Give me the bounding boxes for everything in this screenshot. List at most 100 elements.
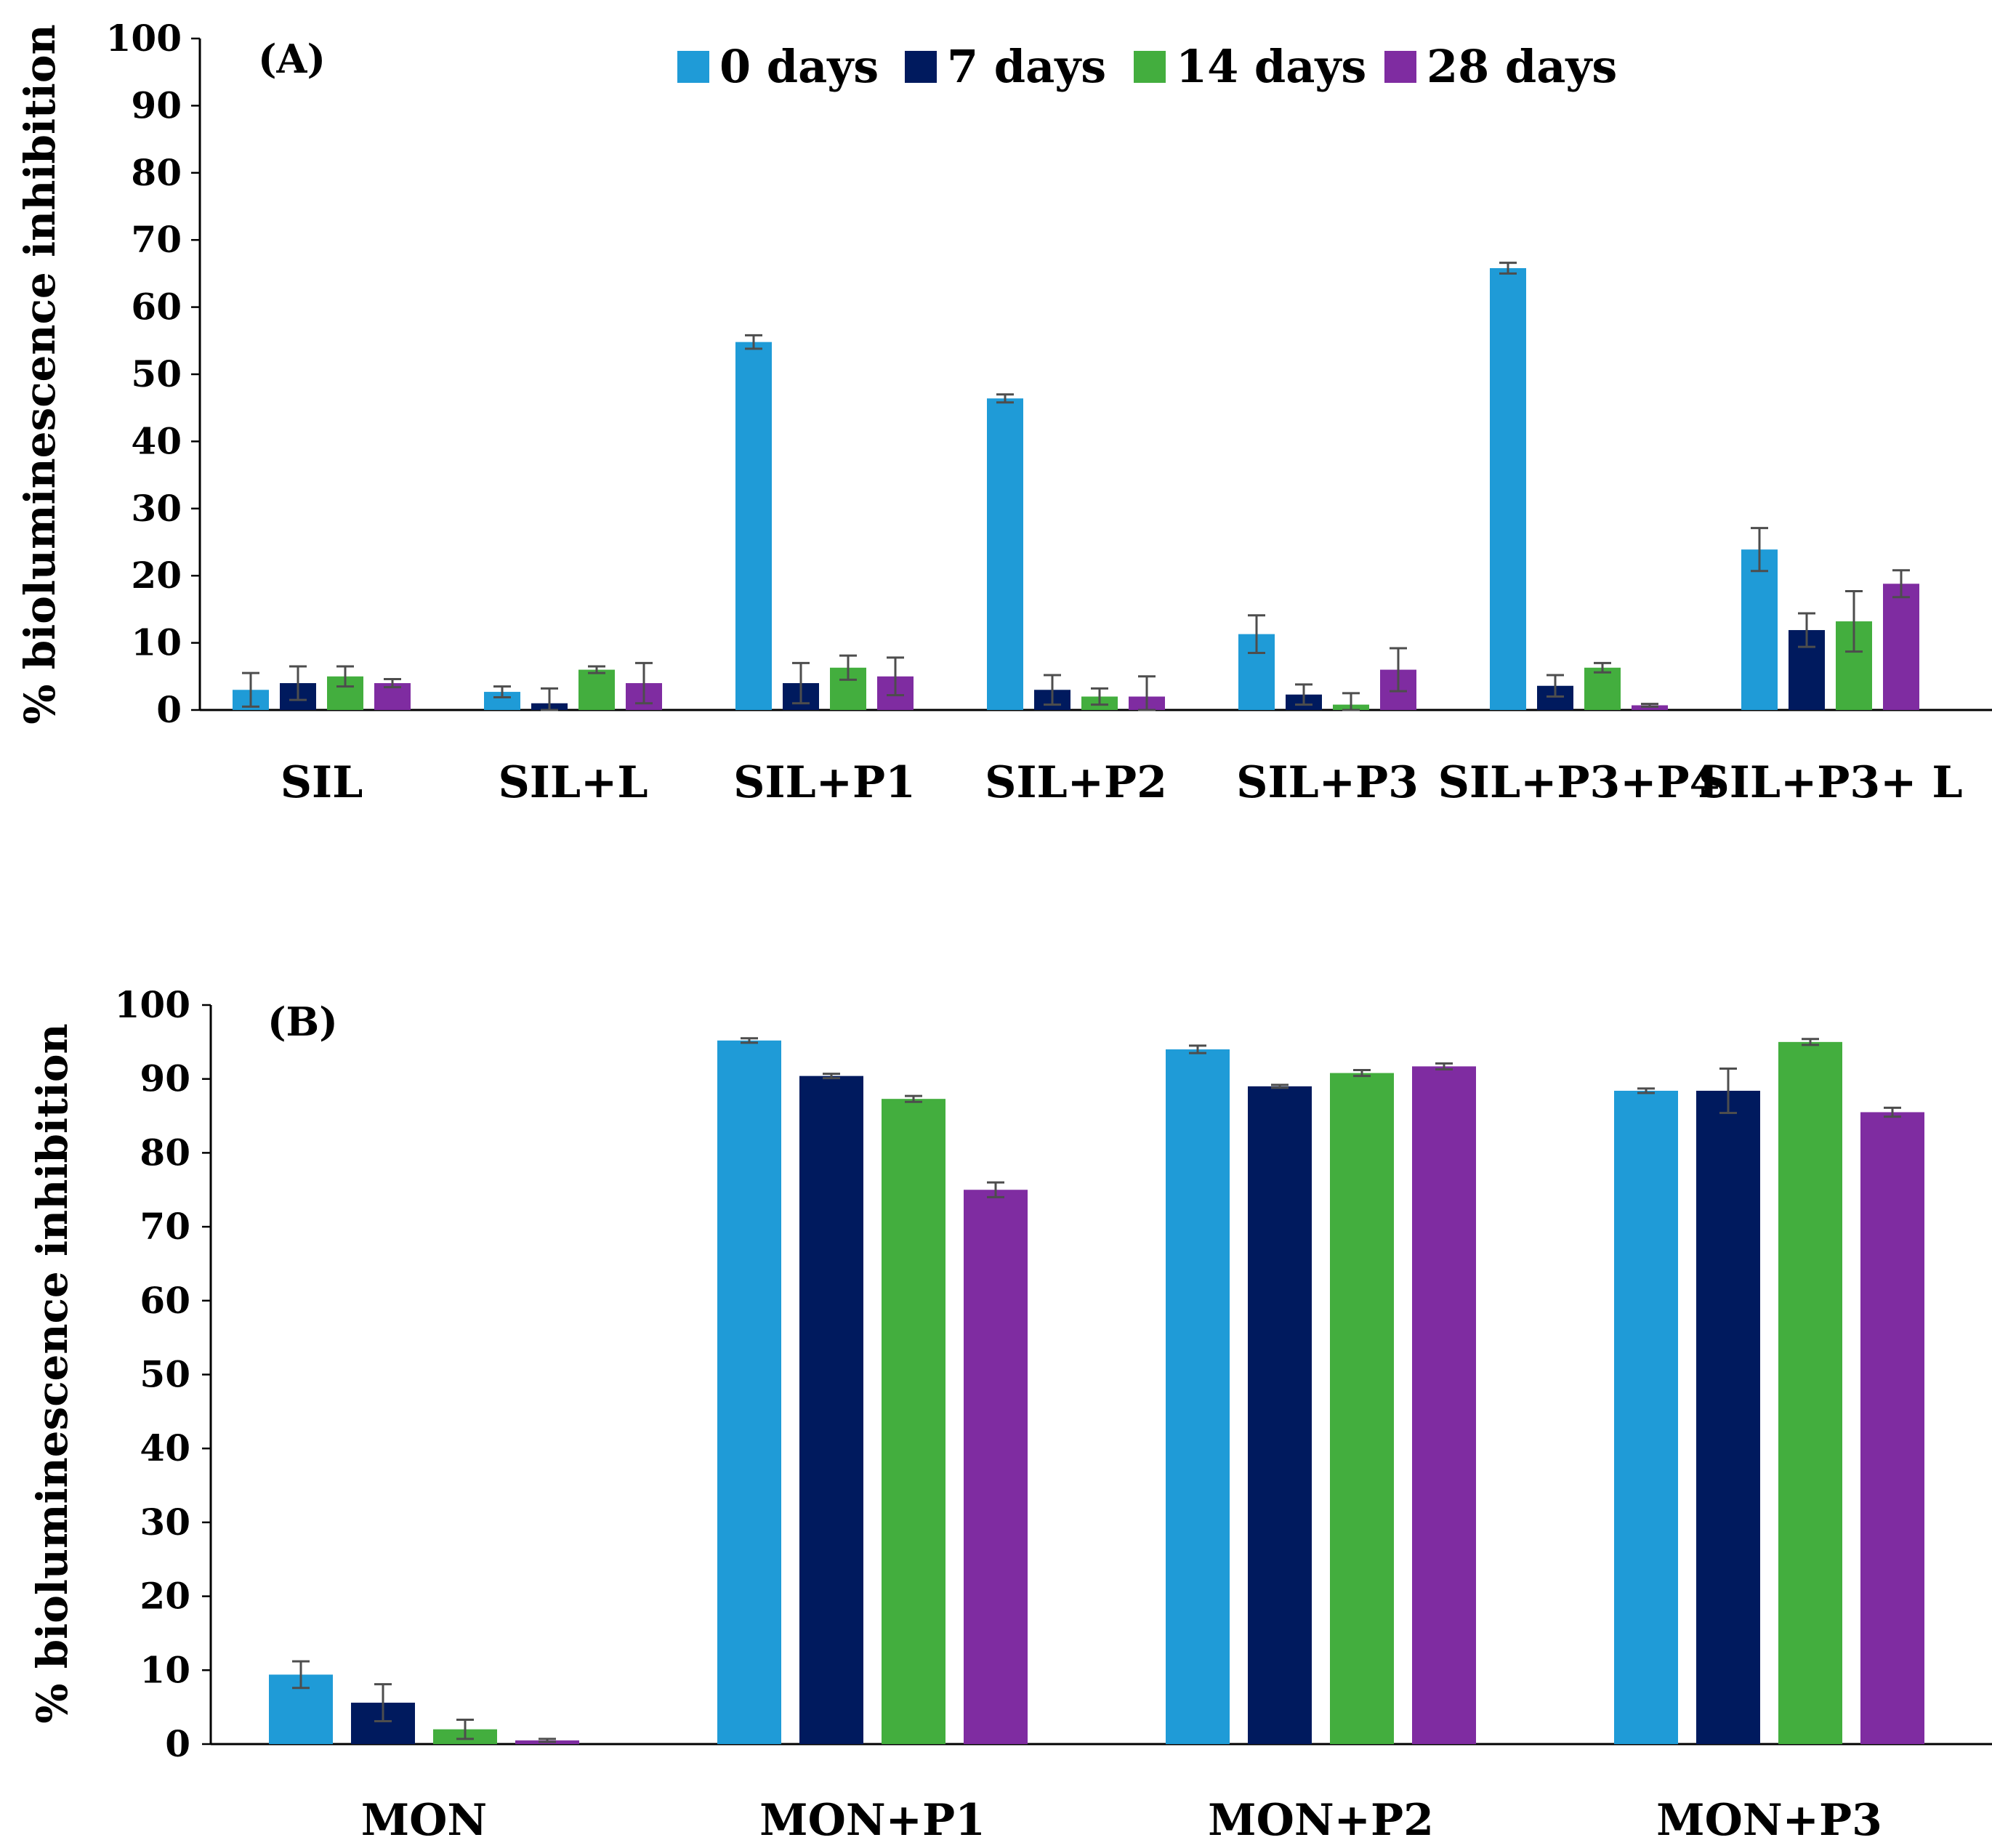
bar-b-mon-p3-7-days (1696, 1090, 1760, 1744)
legend-label-28-days: 28 days (1427, 40, 1617, 93)
y-tick-label-90: 90 (140, 1057, 190, 1100)
y-tick-label-70: 70 (131, 218, 182, 261)
error-bar-a-sil-l-28-days (635, 661, 653, 705)
y-tick-label-20: 20 (140, 1575, 190, 1618)
bar-b-mon-p1-7-days (799, 1076, 863, 1744)
category-label-sil-p1: SIL+P1 (733, 757, 916, 808)
bar-b-mon-p3-14-days (1778, 1041, 1842, 1744)
error-bar-b-mon-p3-28-days (1884, 1106, 1901, 1118)
error-bar-a-sil-p3-l-0-days (1751, 527, 1768, 573)
bar-b-mon-p2-28-days (1412, 1066, 1476, 1744)
category-label-mon-p3: MON+P3 (1656, 1795, 1882, 1846)
error-bar-b-mon-p1-28-days (987, 1181, 1004, 1198)
chart-panel-a: 0 10 20 30 40 50 60 70 80 90 100 % bioluminescence … (15, 17, 1992, 808)
error-bar-b-mon-p2-14-days (1353, 1068, 1371, 1078)
bar-b-mon-p2-14-days (1330, 1073, 1394, 1744)
y-axis-label: % bioluminescence inhibition (15, 24, 65, 724)
error-bar-b-mon-p1-14-days (905, 1094, 922, 1103)
error-bar-a-sil-p1-7-days (792, 661, 810, 705)
error-bar-a-sil-p3-28-days (1390, 647, 1407, 693)
chart-panel-b: 0 10 20 30 40 50 60 70 80 90 100 % bioluminescence … (28, 983, 1992, 1846)
y-tick-label-10: 10 (140, 1648, 190, 1691)
panel-title: (A) (258, 36, 326, 82)
legend-label-0-days: 0 days (719, 40, 879, 93)
panel-title: (B) (267, 998, 338, 1045)
y-tick-label-90: 90 (131, 84, 182, 126)
legend-swatch-0-days (677, 51, 709, 83)
bar-b-mon-p1-14-days (882, 1099, 945, 1744)
category-label-sil-p2: SIL+P2 (985, 757, 1167, 808)
bar-b-mon-p3-0-days (1614, 1090, 1678, 1744)
error-bar-b-mon-p1-7-days (823, 1073, 840, 1080)
bar-b-mon-p1-28-days (964, 1190, 1028, 1744)
y-tick-label-30: 30 (140, 1501, 190, 1544)
error-bar-a-sil-p1-14-days (839, 654, 857, 681)
y-tick-label-10: 10 (131, 621, 182, 664)
y-tick-label-20: 20 (131, 554, 182, 597)
category-label-sil-p3: SIL+P3 (1236, 757, 1419, 808)
y-tick-label-70: 70 (140, 1205, 190, 1248)
error-bar-a-sil-p1-0-days (745, 334, 762, 350)
y-tick-label-50: 50 (140, 1353, 190, 1396)
category-label-sil-p3-l: SIL+P3+ L (1698, 757, 1962, 808)
error-bar-a-sil-p2-14-days (1091, 687, 1108, 706)
error-bar-b-mon-p2-28-days (1435, 1062, 1453, 1070)
error-bar-b-mon-14-days (456, 1718, 474, 1740)
legend-swatch-7-days (905, 51, 937, 83)
error-bar-a-sil-p2-0-days (996, 393, 1014, 404)
bar-a-sil-p1-0-days (735, 342, 772, 710)
bar-a-sil-l-14-days (578, 669, 615, 710)
y-tick-label-100: 100 (115, 983, 190, 1026)
error-bar-a-sil-p3-p4-14-days (1594, 661, 1611, 674)
error-bar-a-sil-p3-p4-0-days (1499, 262, 1517, 275)
error-bar-b-mon-p2-7-days (1271, 1084, 1289, 1089)
bar-a-sil-p2-0-days (987, 398, 1023, 710)
error-bar-a-sil-l-14-days (588, 665, 605, 674)
bar-a-sil-p3-l-28-days (1883, 584, 1919, 710)
error-bar-b-mon-7-days (374, 1683, 392, 1722)
error-bar-a-sil-l-7-days (541, 687, 558, 711)
bar-a-sil-p3-p4-0-days (1490, 268, 1526, 710)
error-bar-a-sil-p3-0-days (1248, 614, 1265, 654)
category-label-mon: MON (361, 1795, 488, 1846)
bar-b-mon-p2-0-days (1166, 1049, 1230, 1744)
error-bar-a-sil-p3-p4-7-days (1547, 674, 1564, 698)
category-label-sil: SIL (281, 757, 363, 808)
error-bar-a-sil-p3-14-days (1342, 692, 1360, 711)
error-bar-a-sil-p3-7-days (1295, 683, 1312, 706)
bar-b-mon-p3-28-days (1860, 1112, 1924, 1744)
bar-a-sil-p3-l-0-days (1741, 549, 1778, 710)
error-bar-a-sil-p3-p4-28-days (1641, 703, 1658, 708)
error-bar-a-sil-p2-7-days (1044, 674, 1061, 706)
error-bar-a-sil-14-days (336, 665, 354, 688)
category-label-mon-p1: MON+P1 (759, 1795, 985, 1846)
bar-b-mon-p1-0-days (717, 1040, 781, 1744)
legend-swatch-28-days (1384, 51, 1416, 83)
error-bar-b-mon-0-days (292, 1660, 310, 1690)
category-label-mon-p2: MON+P2 (1208, 1795, 1434, 1846)
error-bar-b-mon-p1-0-days (741, 1037, 758, 1044)
error-bar-a-sil-p2-28-days (1138, 675, 1156, 711)
error-bar-a-sil-0-days (242, 671, 259, 708)
y-tick-label-100: 100 (106, 17, 182, 60)
error-bar-b-mon-28-days (539, 1738, 556, 1743)
y-tick-label-30: 30 (131, 487, 182, 530)
error-bar-a-sil-p3-l-28-days (1892, 569, 1910, 599)
error-bar-a-sil-p3-l-7-days (1798, 612, 1815, 648)
error-bar-a-sil-28-days (384, 677, 401, 689)
category-label-sil-p3-p4: SIL+P3+P4 (1438, 757, 1720, 808)
error-bar-b-mon-p2-0-days (1189, 1044, 1206, 1054)
y-tick-label-60: 60 (131, 286, 182, 328)
error-bar-b-mon-p3-7-days (1719, 1067, 1737, 1114)
bar-b-mon-p2-7-days (1248, 1086, 1312, 1744)
y-tick-label-80: 80 (131, 151, 182, 194)
y-tick-label-40: 40 (131, 419, 182, 462)
y-tick-label-0: 0 (165, 1722, 190, 1765)
error-bar-a-sil-p1-28-days (887, 656, 904, 697)
y-tick-label-80: 80 (140, 1131, 190, 1174)
bar-a-sil-p3-p4-14-days (1584, 667, 1621, 710)
legend: 0 days 7 days 14 days 28 days (677, 40, 1617, 93)
error-bar-b-mon-p3-0-days (1637, 1087, 1655, 1094)
y-axis-label: % bioluminescence inhibition (28, 1023, 77, 1723)
